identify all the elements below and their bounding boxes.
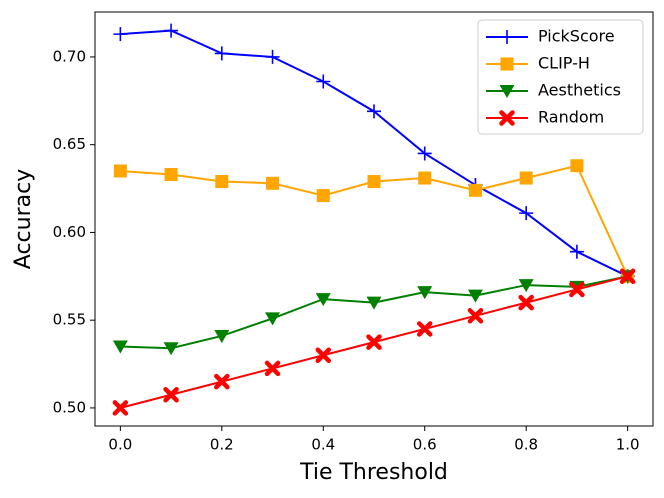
data-point (519, 171, 533, 185)
data-point (518, 279, 534, 293)
legend-label: CLIP-H (538, 54, 590, 73)
y-tick-label: 0.55 (53, 311, 86, 329)
data-point (215, 175, 229, 189)
data-point (164, 23, 179, 38)
legend-label: Aesthetics (538, 81, 621, 100)
data-point (468, 183, 482, 197)
data-point (113, 164, 127, 178)
data-point (264, 360, 281, 377)
y-tick-label: 0.60 (53, 223, 86, 241)
data-point (265, 49, 280, 64)
legend-box (477, 19, 644, 135)
data-point (518, 294, 534, 311)
legend-marker (499, 85, 515, 98)
data-point (417, 286, 433, 300)
data-point (266, 176, 280, 190)
data-point (113, 27, 128, 42)
data-point (265, 312, 281, 326)
data-point (467, 289, 483, 303)
x-tick-label: 1.0 (616, 436, 640, 454)
legend-marker (499, 110, 515, 126)
legend-label: Random (538, 108, 604, 127)
data-point (569, 244, 584, 259)
data-point (519, 206, 534, 221)
data-point (214, 46, 229, 61)
legend-label: PickScore (538, 27, 615, 46)
data-point (416, 321, 433, 337)
data-point (316, 74, 331, 89)
data-point (367, 104, 381, 119)
data-point (163, 387, 179, 403)
data-point (467, 308, 484, 324)
data-point (112, 400, 129, 416)
y-axis-label: Accuracy (11, 169, 36, 269)
data-point (366, 334, 382, 350)
x-tick-label: 0.0 (108, 436, 132, 454)
x-tick-label: 0.4 (311, 436, 335, 454)
data-point (366, 296, 382, 310)
data-point (569, 281, 585, 298)
data-point (367, 175, 381, 189)
data-point (214, 373, 230, 390)
data-point (112, 340, 128, 354)
y-tick-label: 0.65 (53, 135, 86, 153)
x-tick-label: 0.6 (413, 436, 437, 454)
data-point (570, 159, 584, 173)
legend-marker (500, 30, 514, 44)
y-tick-label: 0.50 (53, 398, 86, 416)
x-axis-label: Tie Threshold (299, 460, 448, 485)
data-point (214, 329, 230, 343)
data-point (417, 146, 432, 161)
data-point (619, 268, 636, 285)
data-point (418, 171, 432, 185)
data-point (316, 189, 330, 203)
data-point (164, 168, 178, 182)
data-point (315, 347, 332, 364)
plot-frame (94, 11, 654, 427)
data-point (163, 342, 179, 356)
legend-marker (500, 57, 514, 71)
series-line (120, 275, 628, 350)
x-tick-label: 0.8 (514, 436, 538, 454)
data-point (315, 293, 331, 307)
x-tick-label: 0.2 (210, 436, 234, 454)
y-tick-label: 0.70 (53, 47, 86, 65)
